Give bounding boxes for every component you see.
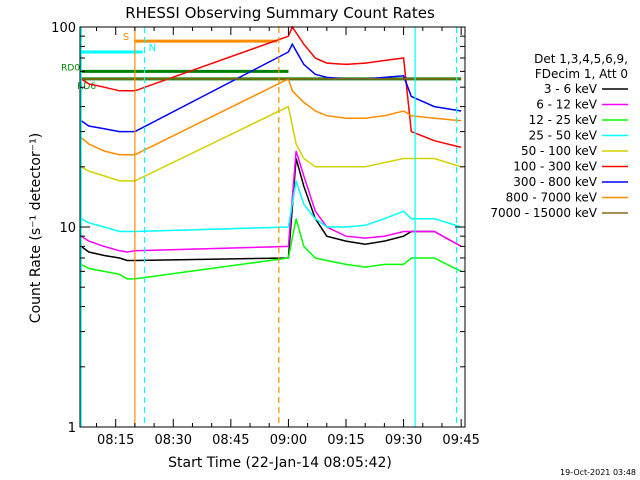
series-line-0 xyxy=(80,158,462,262)
series-line-7 xyxy=(80,77,462,156)
series-line-4 xyxy=(80,105,462,182)
legend-label: 12 - 25 keV xyxy=(529,113,598,127)
legend-label: 300 - 800 keV xyxy=(513,175,597,189)
x-tick-label: 09:30 xyxy=(385,433,422,448)
x-tick-label: 08:15 xyxy=(97,433,134,448)
flag-label-s: S xyxy=(123,32,129,43)
y-tick-label: 100 xyxy=(51,21,76,36)
legend-label: 50 - 100 keV xyxy=(521,144,598,158)
x-axis-label: Start Time (22-Jan-14 08:05:42) xyxy=(168,455,392,471)
y-tick-label: 1 xyxy=(68,421,76,436)
legend-header-line2: FDecim 1, Att 0 xyxy=(535,67,628,81)
y-axis-label: Count Rate (s⁻¹ detector⁻¹) xyxy=(28,133,44,323)
series-line-3 xyxy=(80,180,462,233)
legend-label: 800 - 7000 keV xyxy=(506,191,598,205)
legend-label: 6 - 12 keV xyxy=(536,98,598,112)
legend-label: 3 - 6 keV xyxy=(544,82,598,96)
x-tick-label: 09:00 xyxy=(270,433,307,448)
x-tick-label: 08:30 xyxy=(155,433,192,448)
series-line-5 xyxy=(80,25,462,149)
flag-label-rd6: RD6 xyxy=(77,82,96,92)
legend-header-line1: Det 1,3,4,5,6,9, xyxy=(534,52,628,66)
flag-label-n: N xyxy=(149,43,156,54)
series-line-2 xyxy=(80,218,462,280)
timestamp: 19-Oct-2021 03:48 xyxy=(560,468,636,477)
legend-label: 100 - 300 keV xyxy=(513,160,597,174)
legend-label: 25 - 50 keV xyxy=(529,129,598,143)
legend: Det 1,3,4,5,6,9, FDecim 1, Att 0 3 - 6 k… xyxy=(490,52,628,220)
series-line-1 xyxy=(80,150,462,253)
y-axis: 1 10 100 xyxy=(51,21,465,436)
legend-label: 7000 - 15000 keV xyxy=(490,206,597,220)
flag-label-rd0: RD0 xyxy=(61,63,80,73)
chart-title: RHESSI Observing Summary Count Rates xyxy=(125,4,435,22)
x-axis: 08:15 08:30 08:45 09:00 09:15 09:30 09:45 xyxy=(96,27,480,448)
x-tick-label: 08:45 xyxy=(212,433,249,448)
x-tick-label: 09:45 xyxy=(442,433,479,448)
x-tick-label: 09:15 xyxy=(327,433,364,448)
y-tick-label: 10 xyxy=(59,221,76,236)
